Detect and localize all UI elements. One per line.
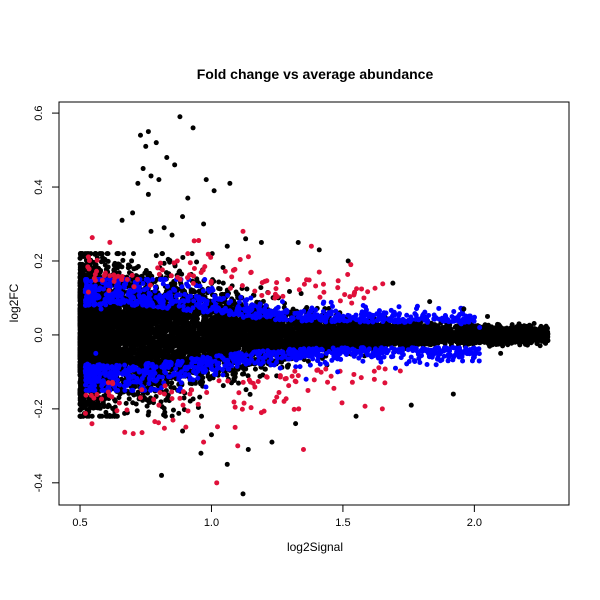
points-layer xyxy=(77,114,551,497)
data-point xyxy=(101,403,107,409)
data-point xyxy=(169,380,175,386)
data-point xyxy=(287,289,292,294)
data-point xyxy=(194,259,200,265)
data-point xyxy=(231,378,237,384)
data-point xyxy=(169,413,175,419)
data-point xyxy=(129,258,135,264)
data-point xyxy=(167,259,173,265)
data-point xyxy=(120,257,126,263)
data-point xyxy=(243,387,249,393)
data-point xyxy=(537,343,543,349)
chart-title: Fold change vs average abundance xyxy=(197,66,434,82)
data-point xyxy=(162,409,168,415)
data-point xyxy=(217,286,223,292)
data-point xyxy=(162,413,168,419)
data-point xyxy=(244,286,250,292)
data-point xyxy=(531,321,537,327)
data-point xyxy=(103,409,109,415)
data-point xyxy=(258,285,264,291)
data-point xyxy=(257,373,263,379)
data-point xyxy=(220,280,226,286)
data-point xyxy=(197,394,203,400)
data-point xyxy=(161,260,167,266)
data-point xyxy=(102,262,108,268)
data-point xyxy=(170,407,176,413)
data-point xyxy=(134,408,140,414)
